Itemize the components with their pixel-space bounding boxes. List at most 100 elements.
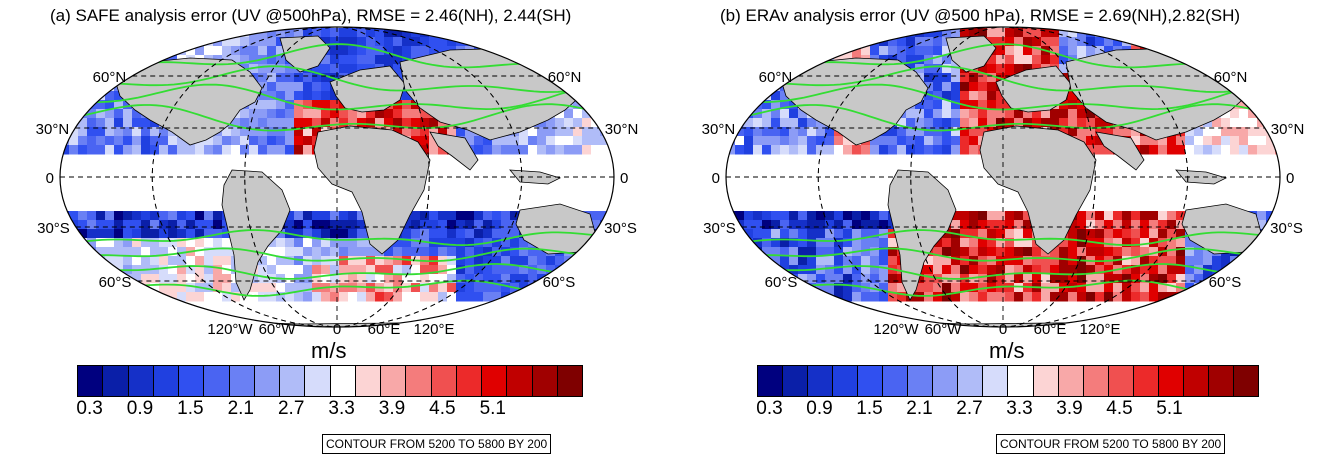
colorbar-cell <box>406 366 432 396</box>
colorbar-cell <box>833 366 859 396</box>
colorbar-cell <box>1158 366 1184 396</box>
colorbar-tick-label: 3.9 <box>378 398 406 419</box>
colorbar-cell <box>204 366 230 396</box>
panel-title: (a) SAFE analysis error (UV @500hPa), RM… <box>50 6 572 25</box>
lon-label: 120°W <box>873 321 919 338</box>
colorbar-cell <box>1208 366 1234 396</box>
lat-label-left: 30°N <box>702 121 736 138</box>
colorbar-cell <box>1033 366 1059 396</box>
colorbar-cell <box>305 366 331 396</box>
colorbar-cell <box>983 366 1009 396</box>
lat-label-left: 0 <box>712 170 720 187</box>
units-label: m/s <box>311 338 347 363</box>
colorbar-tick-label: 3.9 <box>1056 398 1083 419</box>
colorbar-tick-label: 4.5 <box>429 398 456 419</box>
colorbar-cell <box>78 366 104 396</box>
lat-label-left: 60°S <box>765 274 798 291</box>
lat-label-right: 30°S <box>604 220 637 237</box>
colorbar-cell <box>783 366 809 396</box>
colorbar-cell <box>557 366 582 396</box>
colorbar-cell <box>758 366 784 396</box>
lat-label-right: 0 <box>620 170 628 187</box>
colorbar-tick-label: 5.1 <box>479 398 507 419</box>
lon-label: 60°W <box>259 321 297 338</box>
colorbar-tick-label: 0.3 <box>76 398 103 419</box>
colorbar-tick-label: 0.3 <box>756 398 783 419</box>
colorbar-tick-label: 3.3 <box>328 398 355 419</box>
colorbar-cell <box>808 366 834 396</box>
colorbar-cell <box>431 366 457 396</box>
colorbar-cell <box>1233 366 1258 396</box>
colorbar-cell <box>103 366 129 396</box>
colorbar-cell <box>280 366 306 396</box>
colorbar-cell <box>330 366 356 396</box>
colorbar-labels: 0.3 0.9 1.5 2.1 2.7 3.3 3.9 4.5 5.1 <box>76 398 581 422</box>
lat-label-left: 0 <box>46 170 54 187</box>
colorbar <box>77 365 583 397</box>
colorbar-cell <box>1108 366 1134 396</box>
colorbar-tick-label: 2.7 <box>277 398 305 419</box>
colorbar-tick-label: 0.9 <box>806 398 833 419</box>
lat-label-right: 30°N <box>605 121 639 138</box>
colorbar-tick-label: 1.5 <box>856 398 883 419</box>
land <box>777 35 1263 327</box>
lat-label-right: 60°N <box>1214 69 1248 86</box>
lat-label-right: 60°S <box>543 274 576 291</box>
map-b: 60°N 60°N 30°N 30°N 0 0 30°S 30°S 60°S 60°S 120°W 6… <box>702 26 1305 338</box>
colorbar-cell <box>381 366 407 396</box>
lat-label-right: 60°N <box>548 69 582 86</box>
colorbar-tick-label: 3.3 <box>1006 398 1033 419</box>
lon-label: 0 <box>999 321 1007 338</box>
colorbar <box>757 365 1259 397</box>
colorbar-cell <box>532 366 558 396</box>
colorbar-cell <box>1008 366 1034 396</box>
lon-label: 120°E <box>413 321 454 338</box>
colorbar-tick-label: 2.1 <box>227 398 255 419</box>
lat-label-right: 0 <box>1286 170 1294 187</box>
colorbar-cell <box>1183 366 1209 396</box>
colorbar-cell <box>456 366 482 396</box>
lon-label: 120°E <box>1079 321 1120 338</box>
colorbar-tick-label: 5.1 <box>1156 398 1183 419</box>
colorbar-labels: 0.3 0.9 1.5 2.1 2.7 3.3 3.9 4.5 5.1 <box>756 398 1257 422</box>
contour-note: CONTOUR FROM 5200 TO 5800 BY 200 <box>996 434 1226 454</box>
colorbar-cell <box>1058 366 1084 396</box>
colorbar-cell <box>229 366 255 396</box>
lat-label-left: 30°N <box>36 121 70 138</box>
colorbar-tick-label: 2.1 <box>906 398 933 419</box>
colorbar-tick-label: 2.7 <box>956 398 983 419</box>
colorbar-cell <box>1133 366 1159 396</box>
colorbar-cell <box>507 366 533 396</box>
lat-label-left: 60°N <box>93 69 127 86</box>
colorbar-cell <box>179 366 205 396</box>
contour-note: CONTOUR FROM 5200 TO 5800 BY 200 <box>322 434 552 454</box>
colorbar-tick-label: 1.5 <box>177 398 204 419</box>
colorbar-tick-label: 4.5 <box>1106 398 1133 419</box>
graticule <box>60 27 614 327</box>
colorbar-cell <box>858 366 884 396</box>
colorbar-cell <box>883 366 909 396</box>
lat-label-right: 30°N <box>1271 121 1305 138</box>
panel-a: (a) SAFE analysis error (UV @500hPa), RM… <box>36 6 639 454</box>
lat-label-left: 60°N <box>759 69 793 86</box>
lat-label-right: 60°S <box>1209 274 1242 291</box>
lon-label: 0 <box>333 321 341 338</box>
map-a: 60°N 60°N 30°N 30°N 0 0 30°S 30°S 60°S 60°S 120°W 6… <box>36 26 639 338</box>
colorbar-cell <box>482 366 508 396</box>
lon-label: 120°W <box>207 321 253 338</box>
lat-label-left: 30°S <box>703 220 736 237</box>
lon-label: 60°E <box>1034 321 1067 338</box>
panel-title: (b) ERAv analysis error (UV @500 hPa), R… <box>720 6 1241 25</box>
lat-label-right: 30°S <box>1270 220 1303 237</box>
map-outline <box>59 26 615 328</box>
lat-label-left: 30°S <box>37 220 70 237</box>
colorbar-cell <box>355 366 381 396</box>
lat-label-left: 60°S <box>99 274 132 291</box>
units-label: m/s <box>989 338 1025 363</box>
map-outline <box>725 26 1281 328</box>
colorbar-cell <box>933 366 959 396</box>
colorbar-tick-label: 0.9 <box>126 398 154 419</box>
graticule <box>726 27 1280 327</box>
colorbar-cell <box>958 366 984 396</box>
colorbar-cell <box>1083 366 1109 396</box>
